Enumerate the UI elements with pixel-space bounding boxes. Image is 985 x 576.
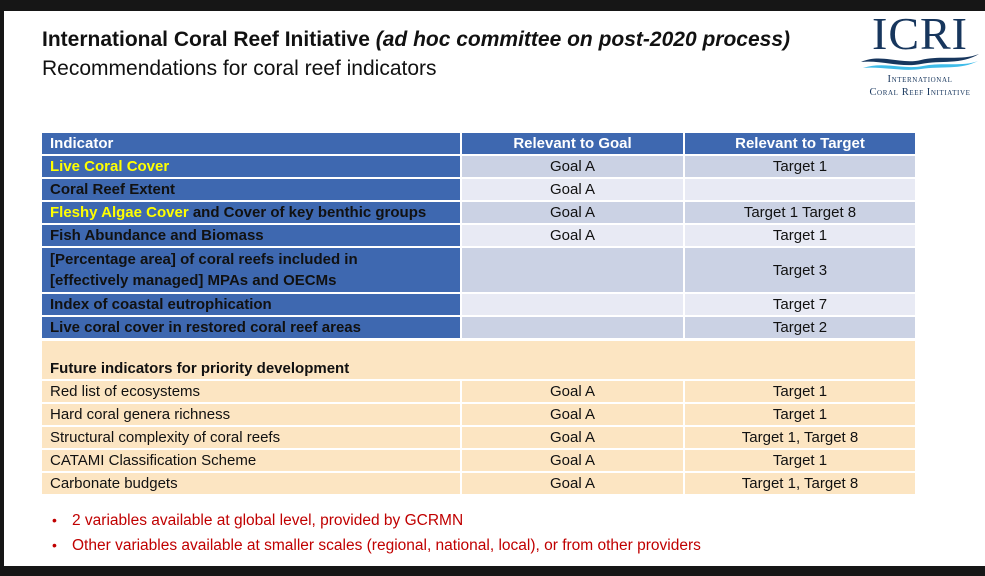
highlighted-indicator-text: Live Coral Cover — [50, 158, 170, 175]
future-table-row: Hard coral genera richness Goal A Target 1 — [42, 404, 915, 425]
indicator-text: Coral Reef Extent — [50, 181, 176, 198]
goal-cell: Goal A — [462, 202, 683, 223]
letterbox-left — [0, 0, 4, 576]
indicator-text: Live coral cover in restored coral reef … — [50, 319, 361, 336]
future-target-cell: Target 1 — [685, 381, 915, 402]
future-indicator-cell: Red list of ecosystems — [42, 381, 460, 402]
future-indicator-cell: Structural complexity of coral reefs — [42, 427, 460, 448]
table-row: Fleshy Algae Cover and Cover of key bent… — [42, 202, 915, 223]
indicator-cell: Coral Reef Extent — [42, 179, 460, 200]
slide-title-block: International Coral Reef Initiative (ad … — [42, 28, 790, 81]
highlighted-indicator-text: Fleshy Algae Cover — [50, 204, 189, 221]
future-goal-cell: Goal A — [462, 427, 683, 448]
indicator-cell: Live Coral Cover — [42, 156, 460, 177]
bullet-text: 2 variables available at global level, p… — [72, 512, 464, 529]
header-relevant-target: Relevant to Target — [685, 133, 915, 154]
future-goal-cell: Goal A — [462, 404, 683, 425]
wave-icon — [861, 54, 979, 70]
indicator-cell: Live coral cover in restored coral reef … — [42, 317, 460, 338]
cream-spacer — [42, 341, 915, 357]
table-row: [Percentage area] of coral reefs include… — [42, 248, 915, 292]
future-target-cell: Target 1, Target 8 — [685, 473, 915, 494]
indicator-text: Fish Abundance and Biomass — [50, 227, 264, 244]
table-row: Index of coastal eutrophication Target 7 — [42, 294, 915, 315]
future-goal-cell: Goal A — [462, 450, 683, 471]
target-cell: Target 1 Target 8 — [685, 202, 915, 223]
icri-logo-name-line1: International — [887, 74, 953, 85]
goal-cell — [462, 248, 683, 292]
header-indicator: Indicator — [42, 133, 460, 154]
target-cell: Target 3 — [685, 248, 915, 292]
goal-cell: Goal A — [462, 225, 683, 246]
bullet-item: • 2 variables available at global level,… — [52, 512, 932, 530]
future-indicator-cell: CATAMI Classification Scheme — [42, 450, 460, 471]
indicator-table: Indicator Relevant to Goal Relevant to T… — [42, 133, 915, 340]
letterbox-bottom — [0, 566, 985, 576]
slide-title: International Coral Reef Initiative (ad … — [42, 28, 790, 52]
future-target-cell: Target 1 — [685, 450, 915, 471]
icri-logo-acronym: ICRI — [872, 8, 968, 59]
table-row: Live Coral Cover Goal A Target 1 — [42, 156, 915, 177]
icri-logo-name-line2: Coral Reef Initiative — [869, 87, 971, 98]
future-target-cell: Target 1, Target 8 — [685, 427, 915, 448]
header-relevant-goal: Relevant to Goal — [462, 133, 683, 154]
table-body: Live Coral Cover Goal A Target 1 Coral Reef… — [42, 156, 915, 338]
future-table-row: Carbonate budgets Goal A Target 1, Target … — [42, 473, 915, 494]
future-table-row: Red list of ecosystems Goal A Target 1 — [42, 381, 915, 402]
goal-cell: Goal A — [462, 156, 683, 177]
future-goal-cell: Goal A — [462, 473, 683, 494]
indicator-cell: Index of coastal eutrophication — [42, 294, 460, 315]
target-cell: Target 2 — [685, 317, 915, 338]
future-indicators-section: Future indicators for priority developme… — [42, 341, 915, 494]
goal-cell — [462, 294, 683, 315]
slide-title-annotation: (ad hoc committee on post-2020 process) — [369, 28, 791, 51]
indicator-cell: Fish Abundance and Biomass — [42, 225, 460, 246]
bullet-icon: • — [52, 512, 57, 528]
indicator-text: and Cover of key benthic groups — [188, 204, 427, 221]
target-cell — [685, 179, 915, 200]
bullet-item: • Other variables available at smaller s… — [52, 537, 932, 555]
target-cell: Target 1 — [685, 225, 915, 246]
bullet-text: Other variables available at smaller sca… — [72, 537, 701, 554]
footnote-bullets: • 2 variables available at global level,… — [52, 512, 932, 562]
future-section-header: Future indicators for priority developme… — [42, 357, 915, 379]
table-row: Live coral cover in restored coral reef … — [42, 317, 915, 338]
indicator-cell: [Percentage area] of coral reefs include… — [42, 248, 460, 292]
goal-cell: Goal A — [462, 179, 683, 200]
slide-subtitle: Recommendations for coral reef indicator… — [42, 57, 437, 80]
table-header-row: Indicator Relevant to Goal Relevant to T… — [42, 133, 915, 154]
bullet-icon: • — [52, 537, 57, 553]
goal-cell — [462, 317, 683, 338]
future-table-row: Structural complexity of coral reefs Goal… — [42, 427, 915, 448]
table-row: Coral Reef Extent Goal A — [42, 179, 915, 200]
target-cell: Target 1 — [685, 156, 915, 177]
future-goal-cell: Goal A — [462, 381, 683, 402]
indicator-text: Index of coastal eutrophication — [50, 296, 272, 313]
letterbox-top — [0, 0, 985, 11]
slide-title-main: International Coral Reef Initiative — [42, 28, 370, 51]
table-row: Fish Abundance and Biomass Goal A Target 1 — [42, 225, 915, 246]
future-table-row: CATAMI Classification Scheme Goal A Target… — [42, 450, 915, 471]
future-indicator-cell: Hard coral genera richness — [42, 404, 460, 425]
icri-logo: ICRI International Coral Reef Initiative — [858, 8, 982, 99]
indicator-cell: Fleshy Algae Cover and Cover of key bent… — [42, 202, 460, 223]
target-cell: Target 7 — [685, 294, 915, 315]
future-indicator-cell: Carbonate budgets — [42, 473, 460, 494]
future-target-cell: Target 1 — [685, 404, 915, 425]
indicator-text: [Percentage area] of coral reefs include… — [50, 251, 358, 289]
future-table-body: Red list of ecosystems Goal A Target 1 Hard… — [42, 381, 915, 494]
